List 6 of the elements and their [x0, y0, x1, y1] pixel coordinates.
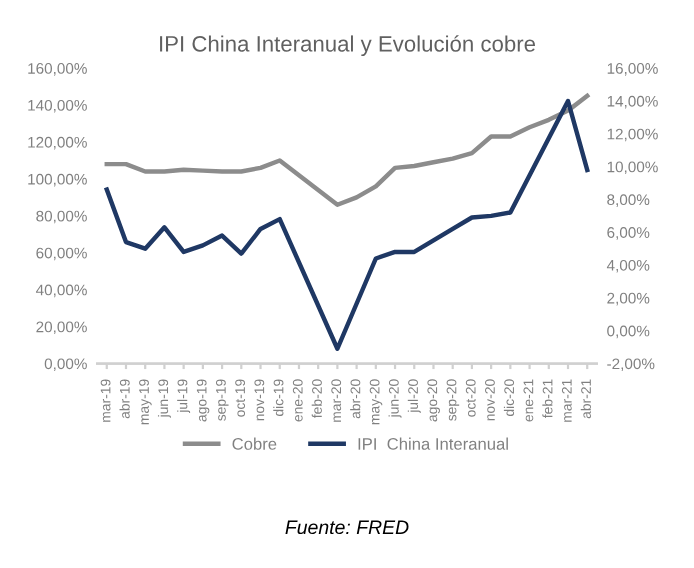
legend-label: Cobre [232, 437, 277, 450]
legend-label: IPI China Interanual [358, 437, 508, 450]
chart-title: IPI China Interanual y Evolución cobre [160, 35, 536, 57]
line-series [104, 98, 590, 351]
source-note: Fuente: FRED [285, 520, 409, 535]
line-series [104, 93, 590, 207]
